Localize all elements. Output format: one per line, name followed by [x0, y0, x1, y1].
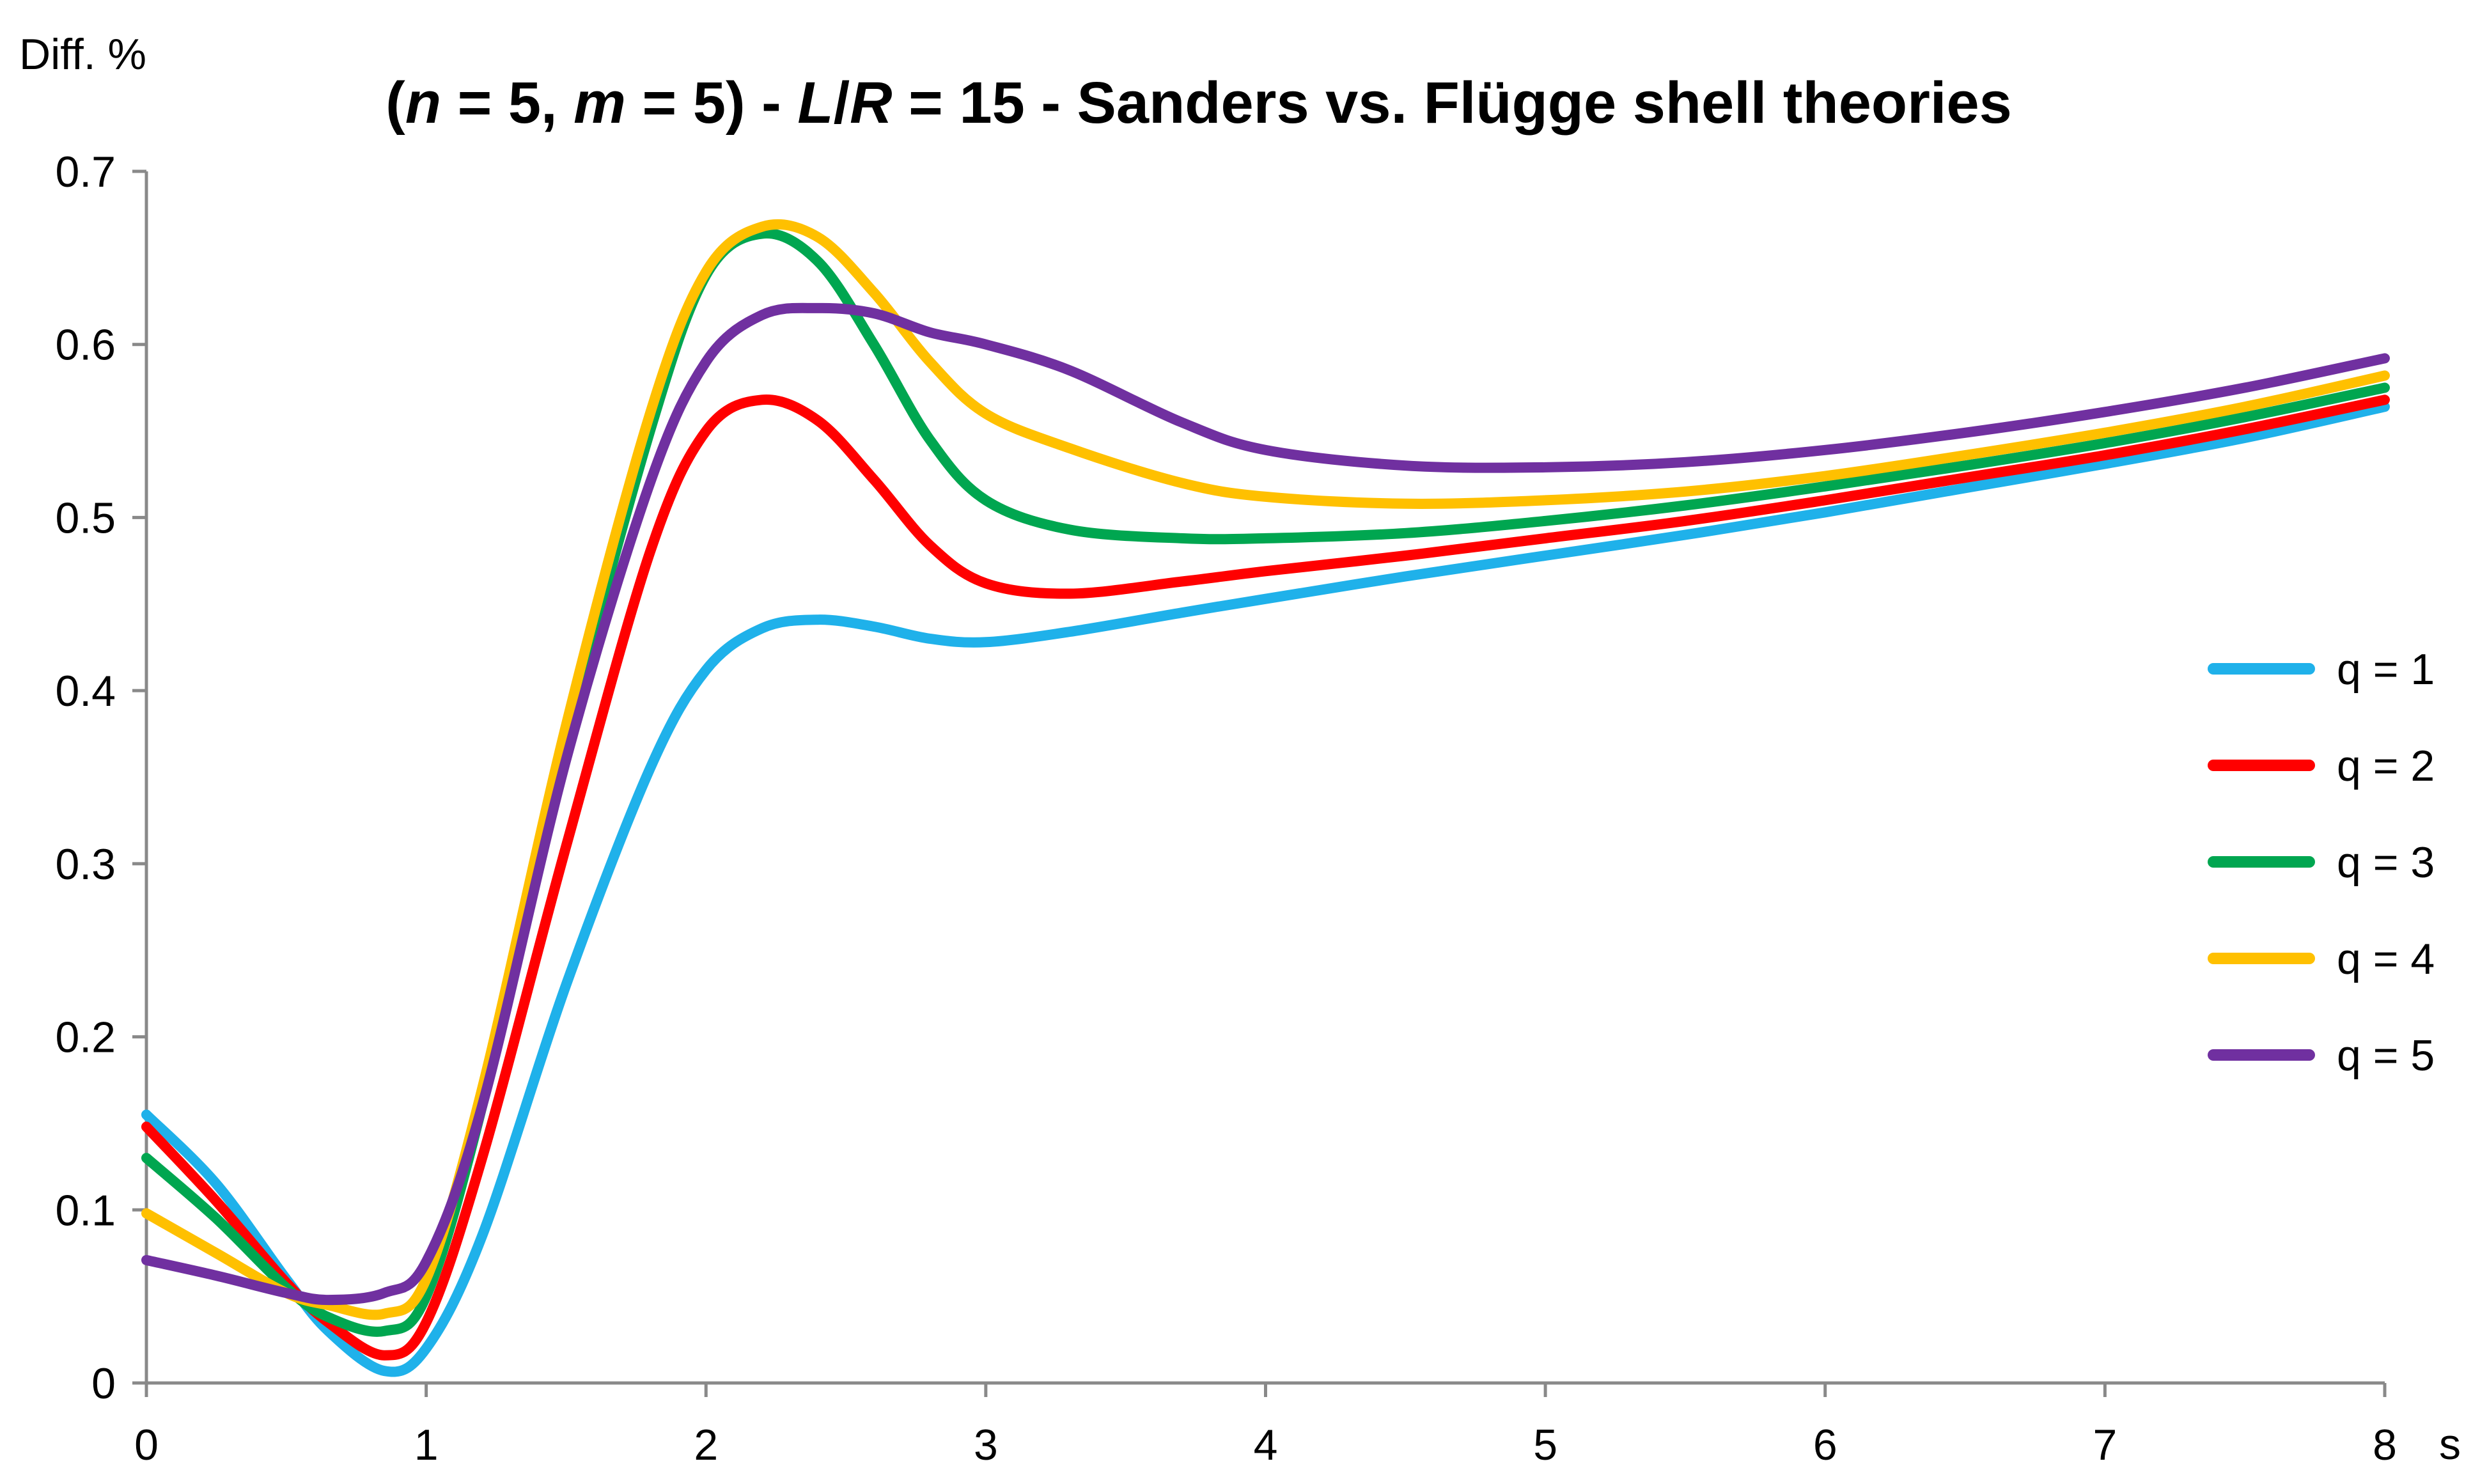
y-tick-label: 0.2 [55, 1013, 116, 1062]
series-line-q1 [141, 402, 2390, 1377]
chart-title-part: / [834, 70, 850, 136]
y-tick-label: 0.5 [55, 494, 116, 542]
y-tick-label: 0.4 [55, 667, 116, 715]
legend: q = 1 q = 2 q = 3 q = 4 q = 5 [2208, 645, 2435, 1080]
chart-title-group: (n = 5, m = 5) - L/R = 15 - Sanders vs. … [386, 70, 2012, 136]
chart-title-part: = 15 - Sanders vs. Flügge shell theories [893, 70, 2012, 136]
legend-label-q2: q = 2 [2337, 742, 2435, 790]
chart-title: (n = 5, m = 5) - L/R = 15 - Sanders vs. … [386, 70, 2012, 136]
legend-label-q4: q = 4 [2337, 935, 2435, 983]
series-line-q2 [141, 394, 2390, 1361]
ticks: 0 1 2 3 4 5 6 7 8 0 0.1 0.2 0.3 0.4 0.5 0.6 0.7 [55, 148, 2396, 1469]
y-tick-label: 0 [91, 1359, 116, 1408]
x-tick-label: 5 [1533, 1421, 1557, 1469]
chart-title-part: ( [386, 70, 405, 136]
series-layer [141, 219, 2390, 1377]
series-line-q5 [141, 302, 2390, 1306]
chart-title-part: R [850, 70, 892, 136]
y-tick-label: 0.7 [55, 148, 116, 196]
y-axis-title: Diff. % [19, 30, 146, 79]
x-tick-label: 6 [1813, 1421, 1837, 1469]
x-tick-label: 7 [2093, 1421, 2117, 1469]
x-tick-label: 8 [2373, 1421, 2397, 1469]
legend-label-q3: q = 3 [2337, 838, 2435, 887]
x-tick-label: 0 [134, 1421, 159, 1469]
axes [144, 171, 2385, 1385]
x-tick-label: 1 [414, 1421, 439, 1469]
x-tick-label: 2 [694, 1421, 718, 1469]
chart-title-part: m [573, 70, 626, 136]
x-axis-title: s [2439, 1420, 2461, 1469]
chart-title-part: n [405, 70, 441, 136]
chart-title-part: = 5, [441, 70, 573, 136]
series-line-q3 [141, 228, 2390, 1337]
legend-label-q1: q = 1 [2337, 645, 2435, 694]
x-tick-label: 4 [1254, 1421, 1278, 1469]
x-tick-label: 3 [974, 1421, 998, 1469]
y-tick-label: 0.3 [55, 840, 116, 889]
legend-label-q5: q = 5 [2337, 1031, 2435, 1080]
y-tick-label: 0.6 [55, 321, 116, 370]
chart-title-part: = 5) - [626, 70, 797, 136]
y-tick-label: 0.1 [55, 1186, 116, 1235]
chart-title-part: L [797, 70, 833, 136]
